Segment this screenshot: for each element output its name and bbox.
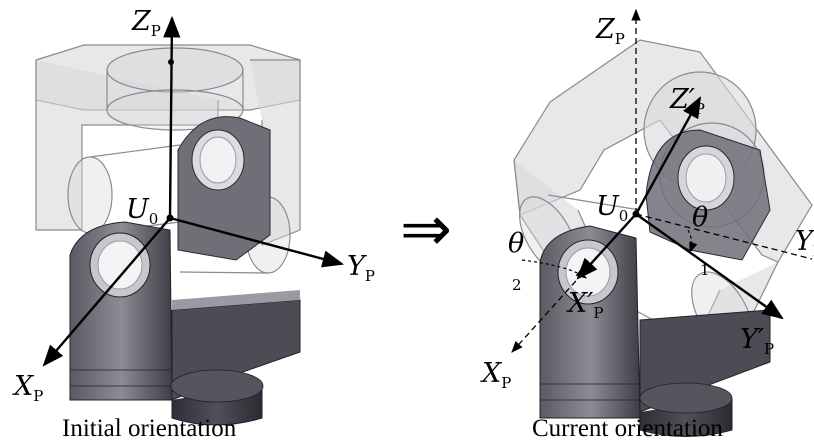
right-panel: ZP Z′P U0 θ 1 YP θ 2 X′P Y′P XP Current …	[480, 8, 814, 442]
right-x-rot-label: X′P	[566, 288, 603, 322]
right-caption: Current orientation	[532, 415, 723, 442]
left-top-dot	[168, 59, 174, 65]
left-panel: ZP U0 YP XP Initial orientation	[12, 6, 375, 442]
theta-1-symbol: θ	[692, 202, 708, 233]
right-y-rot-label: Y′P	[740, 324, 774, 358]
theta-2-symbol: θ	[508, 228, 524, 259]
right-y-label: YP	[795, 226, 814, 260]
right-z-label: ZP	[595, 14, 625, 48]
left-right-lug	[177, 116, 271, 261]
right-angle-arcs	[521, 229, 698, 279]
theta-1-index: 1	[700, 261, 710, 279]
left-lower-yoke	[69, 221, 301, 426]
right-rotated-lug	[645, 129, 771, 261]
left-axes	[42, 15, 345, 367]
right-origin-dot	[632, 210, 640, 218]
left-origin-dot	[166, 214, 174, 222]
right-z-rot-axis	[634, 96, 702, 215]
left-y-axis	[169, 216, 345, 268]
left-caption: Initial orientation	[62, 415, 237, 442]
right-y-rot-axis	[635, 213, 784, 320]
left-y-label: YP	[347, 251, 375, 285]
left-x-axis	[42, 217, 171, 367]
left-z-label: ZP	[131, 6, 161, 40]
right-x-label: XP	[480, 358, 511, 392]
right-lower-yoke	[539, 225, 771, 437]
right-rotated-axes	[576, 96, 784, 320]
right-origin-label: U0	[596, 191, 628, 225]
right-z-rot-label: Z′P	[669, 84, 705, 118]
transition-arrow: ⇒	[400, 192, 452, 265]
theta-1-arc	[687, 229, 698, 254]
right-x-rot-axis	[576, 213, 637, 280]
left-z-axis	[163, 15, 181, 219]
left-x-label: XP	[12, 371, 43, 405]
theta-2-index: 2	[512, 276, 522, 294]
theta-2-arc	[521, 259, 587, 279]
left-origin-label: U0	[126, 194, 158, 228]
right-y-axis	[635, 213, 813, 260]
